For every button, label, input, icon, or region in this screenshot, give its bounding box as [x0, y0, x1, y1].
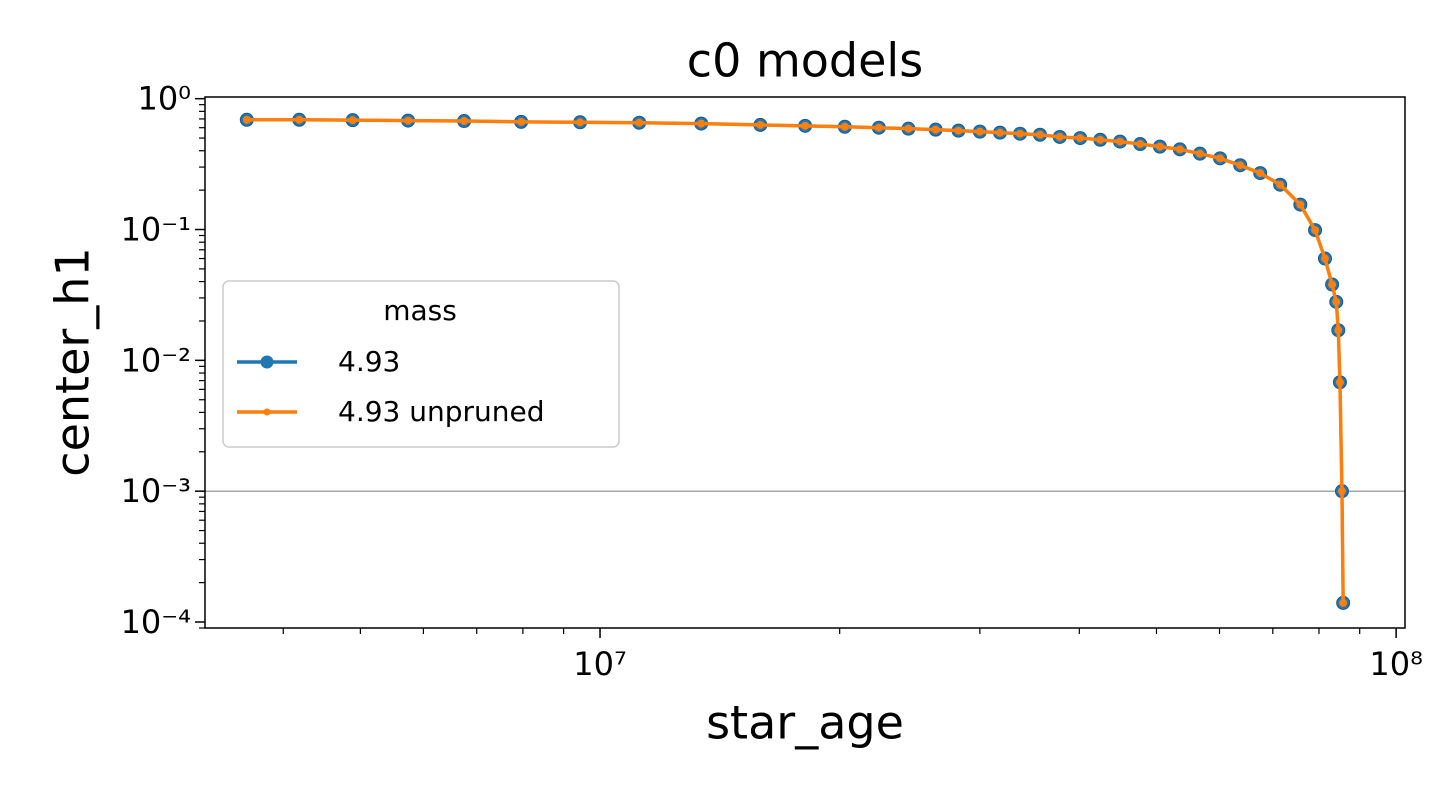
legend-marker	[263, 408, 271, 416]
legend-marker	[260, 355, 274, 369]
data-point	[295, 115, 304, 124]
data-point	[1334, 326, 1343, 335]
x-axis-label: star_age	[706, 696, 904, 750]
data-point	[1195, 149, 1204, 158]
data-point	[1328, 280, 1337, 289]
chart-title: c0 models	[687, 34, 923, 88]
legend: mass 4.93 4.93 unpruned	[222, 280, 620, 448]
legend-label: 4.93 unpruned	[338, 395, 545, 428]
data-point	[801, 121, 810, 130]
data-point	[1076, 134, 1085, 143]
data-point	[576, 118, 585, 127]
data-point	[460, 117, 469, 126]
data-point	[1337, 487, 1346, 496]
legend-title: mass	[383, 294, 457, 327]
data-point	[931, 125, 940, 134]
data-point	[1175, 145, 1184, 154]
data-point	[1276, 180, 1285, 189]
data-point	[1296, 200, 1305, 209]
y-tick-label: 10⁻²	[121, 341, 191, 379]
data-point	[1332, 297, 1341, 306]
data-point	[756, 120, 765, 129]
data-point	[1116, 137, 1125, 146]
data-point	[840, 122, 849, 131]
plot-area	[239, 112, 1351, 610]
data-point	[1311, 226, 1320, 235]
y-tick-label: 10⁻¹	[121, 211, 191, 249]
data-point	[1216, 154, 1225, 163]
data-point	[904, 124, 913, 133]
data-point	[1096, 135, 1105, 144]
data-point	[1236, 161, 1245, 170]
y-tick-label: 10⁻⁴	[121, 603, 191, 641]
data-point	[1136, 140, 1145, 149]
data-point	[1320, 254, 1329, 263]
data-point	[635, 118, 644, 127]
data-point	[954, 126, 963, 135]
data-point	[1335, 378, 1344, 387]
plot-frame	[204, 96, 1406, 629]
data-point	[1036, 130, 1045, 139]
data-point	[517, 117, 526, 126]
data-point	[874, 123, 883, 132]
data-point	[242, 115, 251, 124]
x-tick-label: 10⁷	[573, 645, 627, 683]
data-point	[697, 119, 706, 128]
data-point	[1016, 129, 1025, 138]
data-point	[975, 127, 984, 136]
y-axis-label: center_h1	[46, 247, 100, 476]
data-point	[996, 128, 1005, 137]
data-point	[1055, 132, 1064, 141]
data-point	[1155, 142, 1164, 151]
y-tick-label: 10⁰	[137, 80, 191, 118]
y-tick-label: 10⁻³	[121, 472, 191, 510]
data-point	[404, 116, 413, 125]
data-point	[1256, 169, 1265, 178]
data-point	[1339, 598, 1348, 607]
data-point	[348, 116, 357, 125]
legend-box	[222, 280, 620, 448]
x-tick-label: 10⁸	[1369, 645, 1423, 683]
legend-label: 4.93	[338, 345, 400, 378]
